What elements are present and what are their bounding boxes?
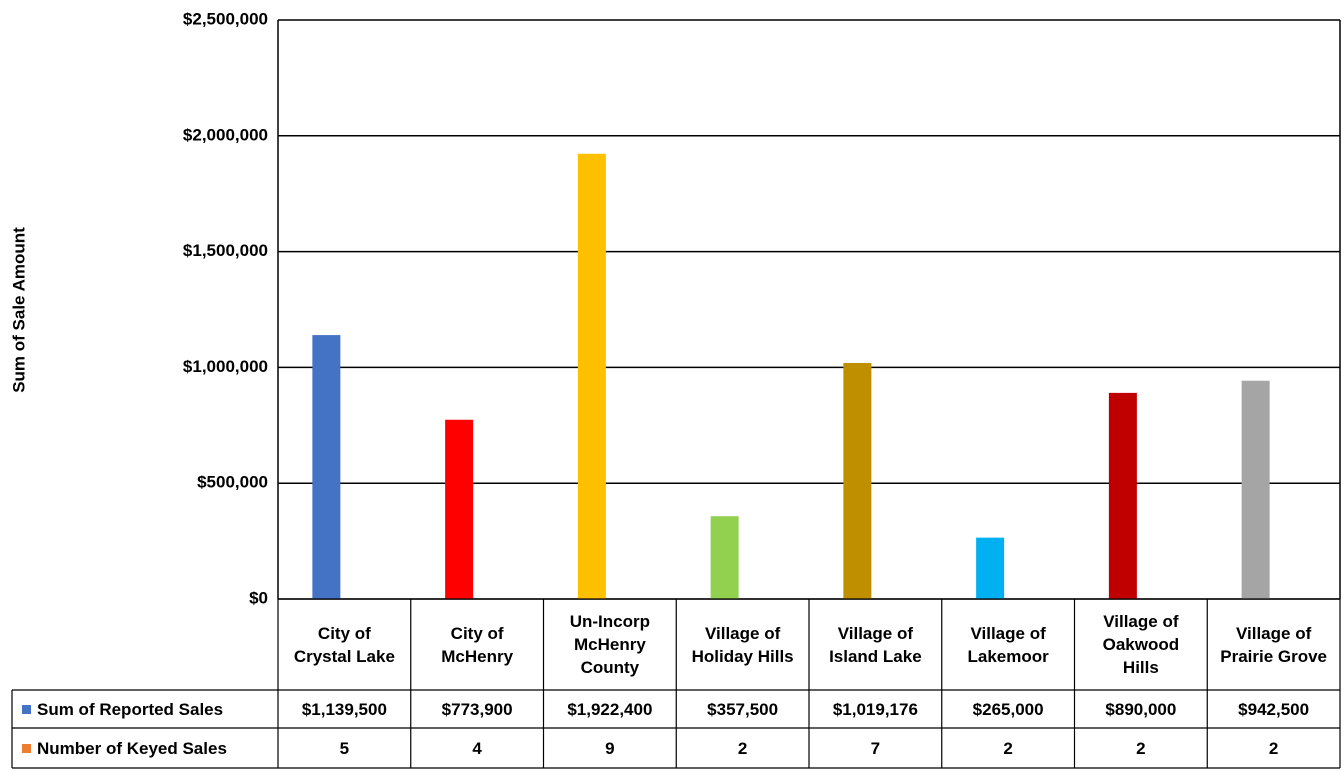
legend-label: Sum of Reported Sales [37, 699, 224, 719]
data-label: 4 [472, 738, 482, 758]
legend-label: Number of Keyed Sales [37, 738, 227, 758]
data-label: 9 [605, 738, 615, 758]
data-label: $890,000 [1105, 699, 1177, 719]
y-tick-label: $2,000,000 [183, 125, 268, 144]
y-tick-label: $1,000,000 [183, 357, 268, 376]
legend-entry: Sum of Reported Sales [12, 690, 278, 728]
data-label: $1,922,400 [567, 699, 653, 719]
legend-swatch [22, 743, 31, 753]
x-tick-label: Village of Island Lake [829, 623, 922, 666]
y-tick-label: $2,500,000 [183, 9, 268, 28]
y-tick-label: $500,000 [197, 473, 268, 492]
bar [976, 537, 1005, 599]
data-label: $1,019,176 [832, 699, 918, 719]
bar [577, 153, 606, 599]
bar [1108, 392, 1137, 599]
x-tick-label: City of McHenry [441, 623, 514, 666]
data-label: 2 [1136, 738, 1146, 758]
x-tick-label: Village of Lakemoor [967, 623, 1049, 666]
bar [710, 516, 739, 599]
legend-entry: Number of Keyed Sales [12, 728, 278, 768]
x-tick-label: Village of Oakwood Hills [1102, 612, 1180, 677]
y-tick-label: $0 [249, 588, 268, 607]
data-label: 7 [870, 738, 881, 758]
y-axis-title: Sum of Sale Amount [9, 227, 28, 393]
legend-swatch [22, 704, 31, 714]
data-label: $773,900 [441, 699, 513, 719]
bar [445, 419, 474, 599]
data-label: 2 [1003, 738, 1013, 758]
data-label: 2 [737, 738, 748, 758]
bar [843, 362, 872, 599]
bar [312, 335, 341, 599]
data-label: $1,139,500 [301, 699, 387, 719]
data-label: 5 [339, 738, 350, 758]
bar [1241, 380, 1270, 599]
data-label: $357,500 [707, 699, 779, 719]
x-tick-label: City of Crystal Lake [293, 623, 395, 666]
x-tick-label: Village of Holiday Hills [691, 623, 794, 666]
x-tick-label: Un-Incorp McHenry County [569, 612, 651, 677]
y-tick-label: $1,500,000 [183, 241, 268, 260]
x-tick-label: Village of Prairie Grove [1220, 623, 1328, 666]
data-label: $942,500 [1238, 699, 1310, 719]
data-label: 2 [1268, 738, 1279, 758]
data-label: $265,000 [972, 699, 1044, 719]
